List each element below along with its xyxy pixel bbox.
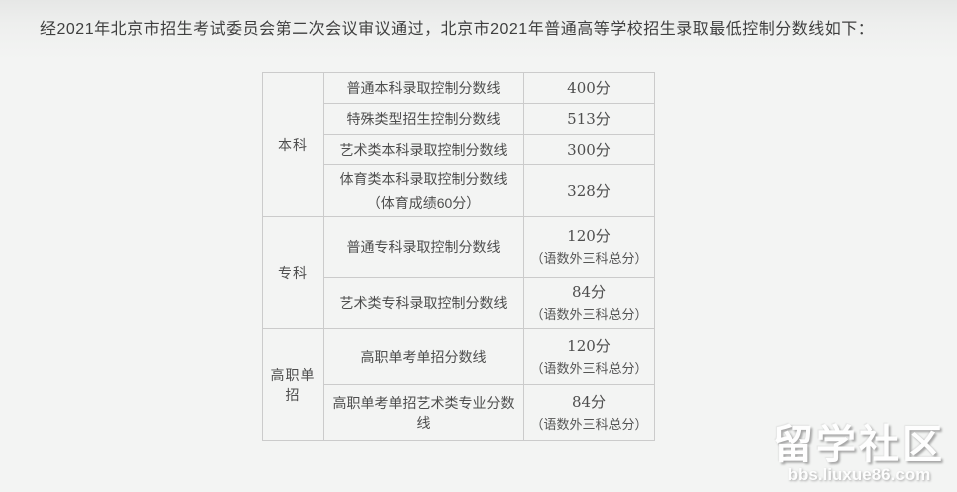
table-row: 艺术类专科录取控制分数线 84分 （语数外三科总分） [263, 277, 655, 329]
row-label-line2: （体育成绩60分） [366, 194, 481, 211]
score-value: 120分 [567, 336, 611, 355]
row-label: 高职单考单招分数线 [323, 328, 524, 385]
row-label-line1: 体育类本科录取控制分数线 [339, 170, 508, 187]
row-label: 普通本科录取控制分数线 [323, 72, 524, 104]
table-row: 特殊类型招生控制分数线 513分 [263, 103, 655, 135]
row-score: 120分 （语数外三科总分） [523, 216, 655, 278]
group-cell-gaozhi: 高职单招 [262, 328, 324, 441]
score-note: （语数外三科总分） [530, 251, 648, 266]
row-score: 84分 （语数外三科总分） [523, 384, 655, 441]
intro-paragraph: 经2021年北京市招生考试委员会第二次会议审议通过，北京市2021年普通高等学校… [40, 21, 875, 38]
watermark: 留学社区 bbs.liuxue86.com [773, 424, 945, 484]
score-value: 120分 [567, 227, 611, 245]
row-label: 艺术类专科录取控制分数线 [323, 277, 524, 329]
row-score: 513分 [523, 103, 655, 135]
score-note: （语数外三科总分） [530, 416, 648, 432]
row-score: 84分 （语数外三科总分） [523, 277, 655, 329]
watermark-logo-text: 留学社区 [773, 423, 945, 467]
row-score: 120分 （语数外三科总分） [523, 328, 655, 385]
score-value: 400分 [567, 79, 611, 97]
row-label: 高职单考单招艺术类专业分数线 [323, 384, 524, 441]
row-label: 普通专科录取控制分数线 [323, 216, 524, 278]
score-table: 本科 普通本科录取控制分数线 400分 特殊类型招生控制分数线 513分 艺术类… [262, 72, 655, 441]
score-value: 328分 [567, 181, 611, 200]
table-row: 专科 普通专科录取控制分数线 120分 （语数外三科总分） [262, 216, 655, 329]
group-cell-benke: 本科 [262, 72, 324, 217]
group-cell-zhuanke: 专科 [262, 216, 324, 329]
row-score: 400分 [523, 72, 655, 104]
row-score: 300分 [523, 134, 655, 165]
row-label: 特殊类型招生控制分数线 [323, 103, 524, 135]
score-value: 513分 [567, 110, 611, 128]
table-row: 高职单考单招艺术类专业分数线 84分 （语数外三科总分） [263, 384, 655, 441]
row-label: 体育类本科录取控制分数线 （体育成绩60分） [323, 164, 524, 217]
score-value: 300分 [567, 140, 611, 159]
score-value: 84分 [571, 283, 607, 301]
score-value: 84分 [571, 392, 607, 411]
table-row: 高职单招 高职单考单招分数线 120分 （语数外三科总分） [262, 328, 655, 441]
table-row: 体育类本科录取控制分数线 （体育成绩60分） 328分 [263, 164, 655, 217]
table-row: 本科 普通本科录取控制分数线 400分 [262, 72, 655, 217]
row-label: 艺术类本科录取控制分数线 [323, 134, 524, 165]
score-note: （语数外三科总分） [530, 307, 648, 322]
watermark-url: bbs.liuxue86.com [787, 465, 931, 484]
row-score: 328分 [523, 164, 655, 217]
score-note: （语数外三科总分） [530, 360, 648, 376]
